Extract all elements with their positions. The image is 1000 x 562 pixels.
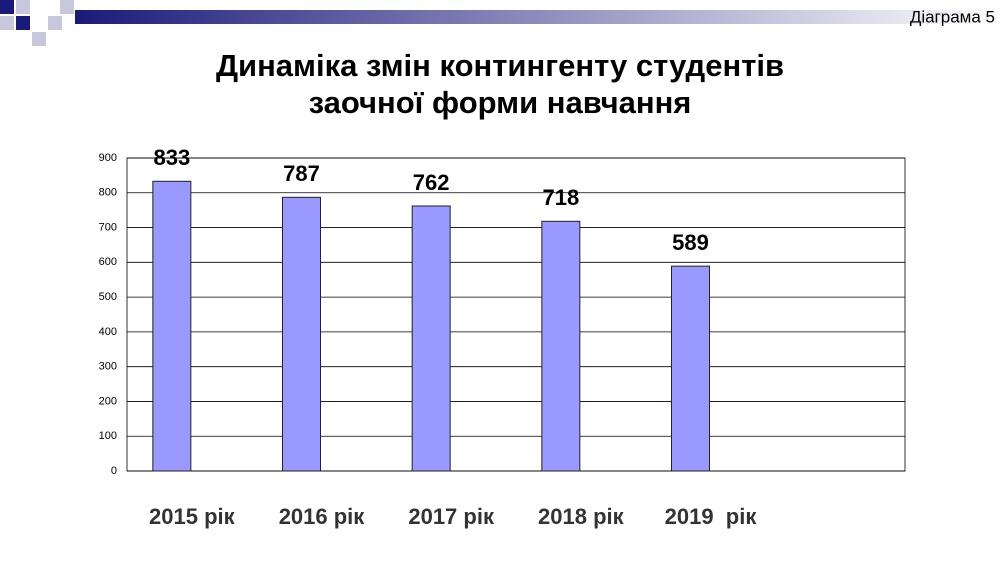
y-tick-label: 600 [99,256,117,268]
y-tick-label: 200 [99,395,117,407]
value-label: 762 [413,170,450,195]
y-tick-label: 100 [99,430,117,442]
x-tick-label: 2016 рік [279,504,366,529]
y-tick-label: 900 [99,152,117,164]
y-tick-label: 800 [99,187,117,199]
value-label: 718 [542,185,579,210]
bar [411,205,451,472]
y-tick-label: 0 [111,465,117,477]
x-tick-label: 2019 рік [665,504,758,529]
y-tick-label: 400 [99,326,117,338]
value-label: 589 [672,230,709,255]
slide-label: Діаграма 5 [910,7,995,26]
chart-title: Динаміка змін контингенту студентів [216,48,784,83]
x-tick-label: 2018 рік [538,504,625,529]
x-tick-label: 2015 рік [149,504,236,529]
bar [671,265,710,472]
bar [152,180,192,472]
value-label: 787 [283,161,320,186]
y-tick-label: 500 [99,291,117,303]
y-tick-label: 700 [99,221,117,233]
chart-title: заочної форми навчання [309,85,692,120]
decoration [0,0,1000,46]
x-tick-label: 2017 рік [408,504,495,529]
bar [541,220,581,472]
plot-border [126,157,906,472]
value-label: 833 [153,145,190,170]
bar [282,196,321,472]
y-tick-label: 300 [99,361,117,373]
